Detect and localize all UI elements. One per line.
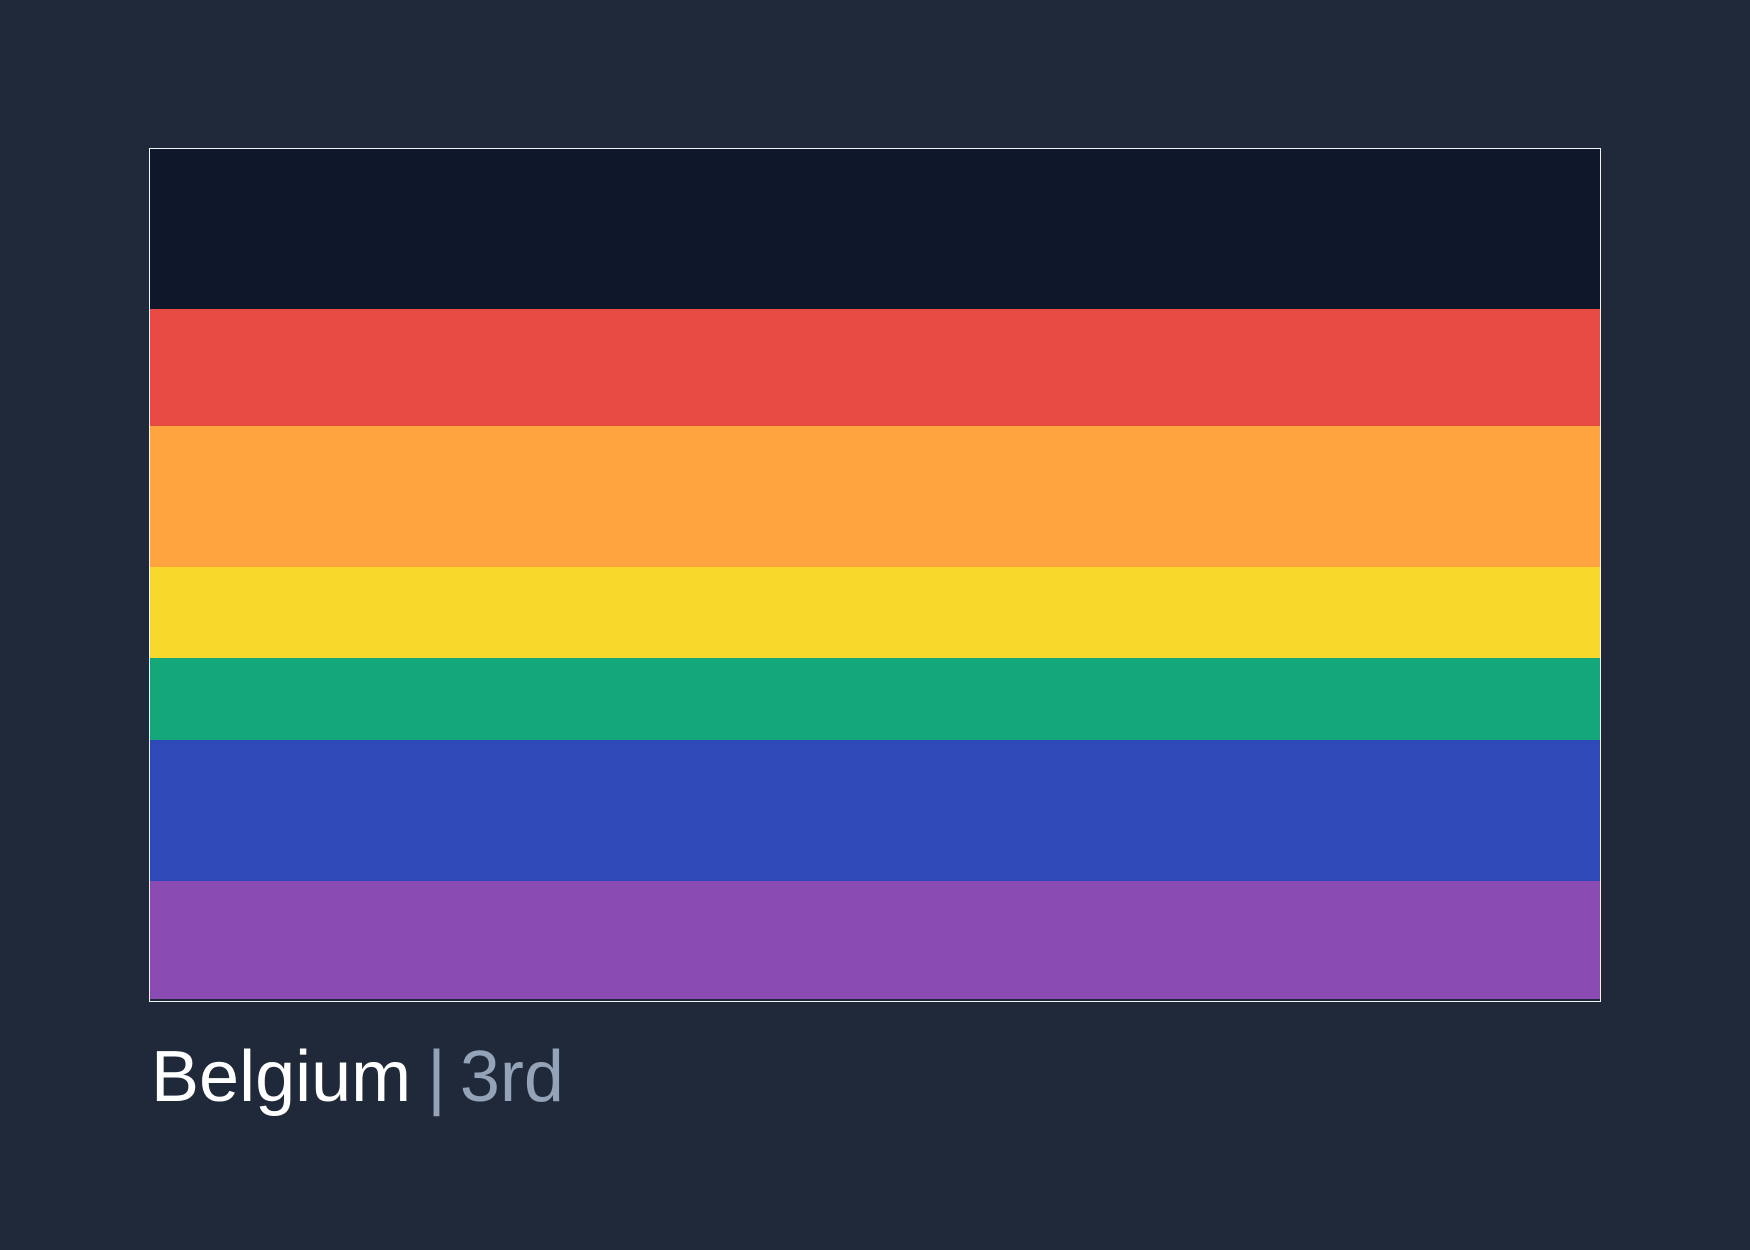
flag-stripe-orange xyxy=(150,426,1600,567)
flag-stripe-green xyxy=(150,658,1600,740)
rank-label: 3rd xyxy=(459,1037,564,1117)
flag-stripe-yellow xyxy=(150,567,1600,658)
flag-stripe-blue xyxy=(150,740,1600,881)
flag xyxy=(149,148,1601,1002)
caption-separator: | xyxy=(427,1037,446,1117)
flag-stripe-red xyxy=(150,309,1600,426)
flag-stripe-purple xyxy=(150,881,1600,999)
country-name: Belgium xyxy=(151,1037,412,1117)
flag-stripe-black xyxy=(150,149,1600,309)
flag-caption: Belgium | 3rd xyxy=(151,1032,564,1122)
